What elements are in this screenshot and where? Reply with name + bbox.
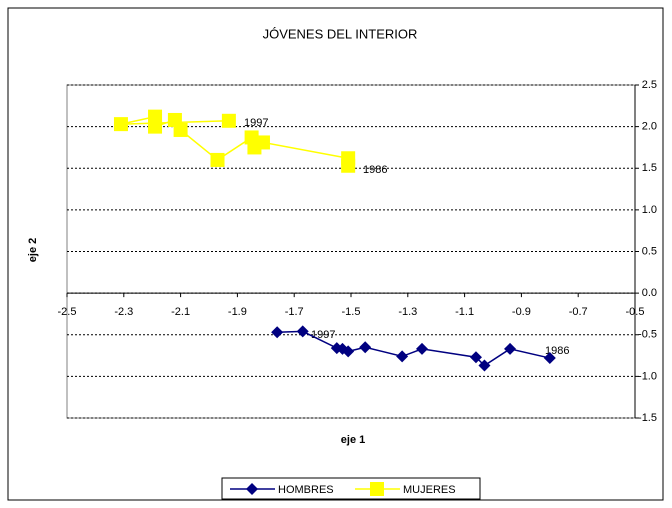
chart-title: JÓVENES DEL INTERIOR — [263, 26, 418, 41]
annotation: 1997 — [244, 117, 268, 129]
x-tick-label: -0.9 — [512, 306, 531, 318]
y-tick-label: -1.0 — [638, 370, 657, 382]
point — [271, 326, 284, 339]
x-tick-label: -1.7 — [285, 306, 304, 318]
y-tick-label: -0.5 — [638, 329, 657, 341]
x-tick-label: -0.5 — [626, 306, 645, 318]
point — [478, 359, 491, 372]
series-line — [277, 330, 550, 367]
x-tick-label: -2.5 — [58, 306, 77, 318]
x-axis-label: eje 1 — [341, 434, 365, 446]
legend-label: MUJERES — [403, 484, 456, 496]
y-tick-label: 1.0 — [642, 204, 657, 216]
point — [396, 350, 409, 363]
legend-label: HOMBRES — [278, 484, 334, 496]
point — [359, 341, 372, 354]
x-tick-label: -1.3 — [398, 306, 417, 318]
point — [469, 351, 482, 364]
point — [341, 151, 356, 166]
point — [167, 112, 182, 127]
point — [504, 342, 517, 355]
x-tick-label: -2.1 — [171, 306, 190, 318]
legend-marker — [246, 483, 258, 495]
point — [416, 342, 428, 355]
point — [330, 342, 343, 355]
x-tick-label: -1.9 — [228, 306, 247, 318]
y-tick-label: 2.5 — [642, 79, 657, 91]
annotation: 1986 — [363, 164, 387, 176]
point — [296, 325, 309, 338]
y-tick-label: 2.0 — [642, 121, 657, 133]
point — [210, 152, 225, 167]
point — [113, 117, 128, 132]
y-tick-label: 0.0 — [642, 287, 657, 299]
point — [543, 352, 556, 365]
x-tick-label: -1.5 — [342, 306, 361, 318]
legend — [221, 477, 481, 500]
y-axis-label: eje 2 — [27, 238, 39, 262]
y-tick-label: 1.5 — [642, 162, 657, 174]
point — [221, 113, 236, 128]
point — [244, 130, 259, 145]
point — [148, 109, 163, 124]
x-tick-label: -1.1 — [455, 306, 474, 318]
legend-marker — [370, 482, 384, 496]
y-tick-label: 0.5 — [642, 245, 657, 257]
x-tick-label: -2.3 — [114, 306, 133, 318]
x-tick-label: -0.7 — [569, 306, 588, 318]
y-tick-label: -1.5 — [638, 412, 657, 424]
